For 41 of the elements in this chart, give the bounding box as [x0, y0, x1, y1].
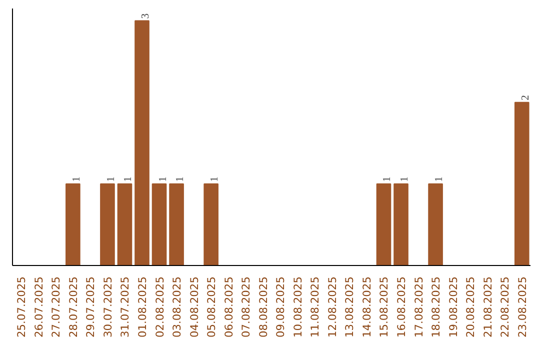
x-tick-label: 20.08.2025: [464, 276, 478, 338]
x-tick-label: 08.08.2025: [256, 276, 270, 338]
x-tick-label: 14.08.2025: [360, 276, 374, 338]
data-label: 1: [106, 176, 117, 182]
data-label: 2: [520, 94, 532, 100]
x-tick-label: 15.08.2025: [378, 276, 391, 338]
x-tick-label: 25.07.2025: [15, 276, 28, 338]
data-label: 1: [434, 176, 446, 182]
x-tick-label: 23.08.2025: [516, 276, 529, 338]
x-tick-label: 12.08.2025: [326, 276, 339, 338]
x-tick-label: 04.08.2025: [188, 276, 201, 338]
x-tick-label: 27.07.2025: [50, 276, 63, 338]
x-tick-label: 10.08.2025: [291, 276, 304, 338]
data-label: 1: [71, 176, 82, 182]
x-tick-label: 29.07.2025: [84, 276, 98, 338]
x-tick-label: 28.07.2025: [66, 276, 80, 338]
x-tick-label: 05.08.2025: [205, 276, 218, 338]
data-label: 1: [210, 176, 221, 182]
x-tick-label: 17.08.2025: [412, 276, 426, 338]
x-tick-label: 03.08.2025: [170, 276, 184, 338]
data-label: 1: [158, 176, 169, 182]
data-label: 1: [123, 176, 134, 182]
x-tick-label: 30.07.2025: [101, 276, 114, 338]
x-tick-label: 21.08.2025: [481, 276, 494, 338]
data-label: 1: [382, 176, 394, 182]
x-tick-label: 16.08.2025: [395, 276, 408, 338]
x-tick-label: 07.08.2025: [240, 276, 253, 338]
x-tick-label: 01.08.2025: [136, 276, 149, 338]
x-tick-label: 22.08.2025: [498, 276, 512, 338]
x-tick-label: 13.08.2025: [343, 276, 356, 338]
x-tick-label: 02.08.2025: [153, 276, 166, 338]
x-tick-label: 09.08.2025: [274, 276, 288, 338]
data-label: 3: [140, 13, 152, 19]
x-tick-label: 31.07.2025: [118, 276, 132, 338]
x-tick-label: 06.08.2025: [222, 276, 236, 338]
data-label: 1: [400, 176, 410, 182]
x-tick-label: 18.08.2025: [430, 276, 443, 338]
x-tick-label: 26.07.2025: [32, 276, 46, 338]
x-tick-label: 11.08.2025: [308, 276, 322, 338]
x-tick-label: 19.08.2025: [446, 276, 460, 338]
data-label: 1: [175, 176, 186, 182]
